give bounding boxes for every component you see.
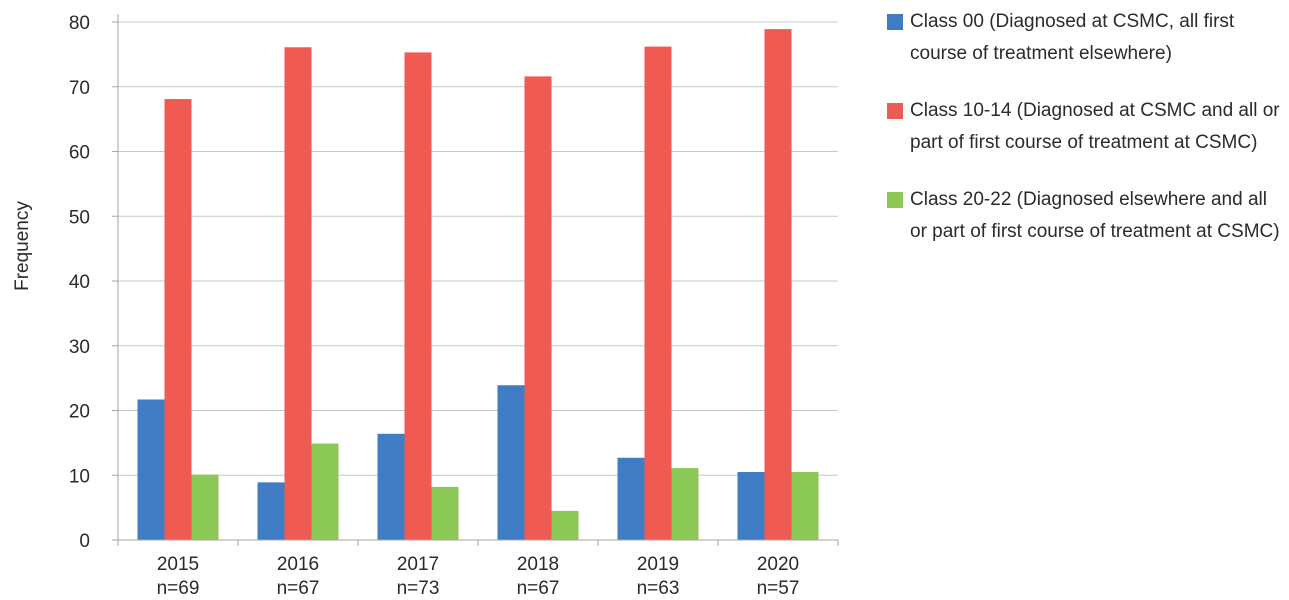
x-tick-label: 2016: [277, 554, 319, 575]
legend-swatch: [887, 103, 903, 119]
x-tick-sublabel: n=67: [277, 578, 320, 599]
y-tick-label: 60: [69, 143, 90, 164]
y-tick-label: 40: [69, 272, 90, 293]
x-tick-sublabel: n=73: [397, 578, 440, 599]
y-tick-label: 0: [79, 531, 90, 552]
y-tick-label: 30: [69, 337, 90, 358]
bar: [257, 482, 285, 540]
bar: [551, 510, 579, 540]
legend-swatch: [887, 14, 903, 30]
axes: [112, 14, 839, 546]
bar: [284, 47, 312, 540]
bar: [164, 99, 192, 541]
bar: [191, 474, 219, 540]
y-tick-label: 50: [69, 207, 90, 228]
x-tick-sublabel: n=57: [757, 578, 800, 599]
legend-label: Class 20-22 (Diagnosed elsewhere and all…: [910, 189, 1280, 242]
bar: [311, 443, 339, 540]
bar: [524, 76, 552, 540]
legend-item: Class 00 (Diagnosed at CSMC, all first c…: [887, 6, 1287, 70]
bar: [671, 468, 699, 540]
legend-label: Class 10-14 (Diagnosed at CSMC and all o…: [910, 100, 1280, 153]
legend-item: Class 20-22 (Diagnosed elsewhere and all…: [887, 184, 1287, 248]
x-tick-label: 2017: [397, 554, 439, 575]
bar: [404, 52, 432, 541]
bar: [764, 29, 792, 541]
x-tick-sublabel: n=69: [157, 578, 200, 599]
x-tick-label: 2020: [757, 554, 799, 575]
bar: [137, 399, 165, 540]
x-tick-sublabel: n=63: [637, 578, 680, 599]
tick-labels: 0 10 20 30 40 50 60 70 80 2015 n=69 2016 n=67 2017 n=7…: [69, 13, 800, 599]
bar: [617, 457, 645, 540]
y-tick-label: 10: [69, 466, 90, 487]
legend-label: Class 00 (Diagnosed at CSMC, all first c…: [910, 11, 1235, 64]
bar: [737, 472, 765, 540]
y-axis-title: Frequency: [12, 201, 33, 291]
x-tick-label: 2019: [637, 554, 679, 575]
legend-swatch: [887, 192, 903, 208]
bar: [431, 486, 459, 540]
y-tick-label: 80: [69, 13, 90, 34]
bar-chart: 0 10 20 30 40 50 60 70 80 2015 n=69 2016 n=67 2017 n=7…: [12, 13, 839, 599]
bar: [791, 472, 819, 540]
bar: [377, 433, 405, 540]
bars: [137, 29, 819, 541]
legend-item: Class 10-14 (Diagnosed at CSMC and all o…: [887, 95, 1287, 159]
bar: [644, 46, 672, 540]
legend: Class 00 (Diagnosed at CSMC, all first c…: [887, 6, 1287, 273]
bar: [497, 385, 525, 540]
x-tick-label: 2015: [157, 554, 199, 575]
x-tick-sublabel: n=67: [517, 578, 560, 599]
y-tick-label: 70: [69, 78, 90, 99]
y-tick-label: 20: [69, 402, 90, 423]
x-tick-label: 2018: [517, 554, 559, 575]
gridlines: [118, 21, 838, 476]
